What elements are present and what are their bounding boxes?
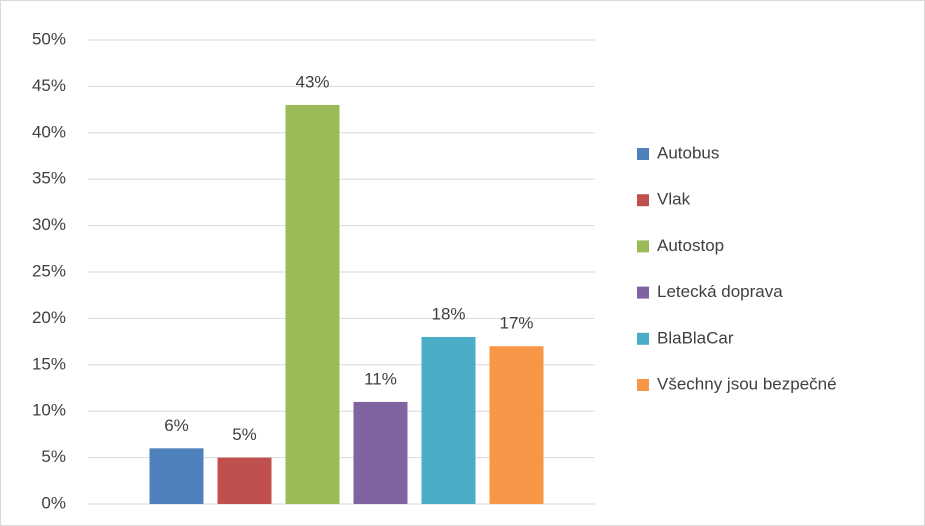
y-tick-label: 50% — [32, 29, 66, 48]
y-tick-label: 0% — [41, 493, 66, 512]
y-tick-label: 30% — [32, 215, 66, 234]
legend-label: BlaBlaCar — [657, 328, 734, 347]
legend-label: Letecká doprava — [657, 282, 783, 301]
bar — [285, 104, 340, 505]
legend-label: Všechny jsou bezpečné — [657, 374, 837, 393]
bar — [421, 336, 476, 504]
bar — [353, 401, 408, 504]
bar — [149, 448, 204, 504]
legend-swatch — [637, 240, 649, 253]
data-label: 6% — [164, 416, 189, 435]
data-label: 43% — [295, 72, 329, 91]
legend-label: Autobus — [657, 143, 719, 162]
y-tick-label: 25% — [32, 261, 66, 280]
y-tick-label: 10% — [32, 401, 66, 420]
data-label: 18% — [431, 304, 465, 323]
legend-swatch — [637, 379, 649, 391]
y-tick-label: 5% — [41, 447, 66, 466]
y-tick-label: 40% — [32, 122, 66, 141]
y-tick-label: 35% — [32, 169, 66, 188]
data-label: 5% — [232, 425, 257, 444]
legend-label: Autostop — [657, 236, 724, 255]
y-tick-label: 45% — [32, 76, 66, 95]
y-tick-label: 15% — [32, 354, 66, 373]
legend-swatch — [637, 332, 649, 345]
bar — [489, 346, 544, 504]
y-tick-label: 20% — [32, 308, 66, 327]
data-label: 11% — [364, 369, 397, 388]
bar — [217, 457, 272, 504]
legend-swatch — [637, 194, 649, 207]
legend-label: Vlak — [657, 190, 691, 209]
legend-swatch — [637, 286, 649, 299]
legend-swatch — [637, 148, 649, 160]
data-label: 17% — [499, 314, 533, 333]
